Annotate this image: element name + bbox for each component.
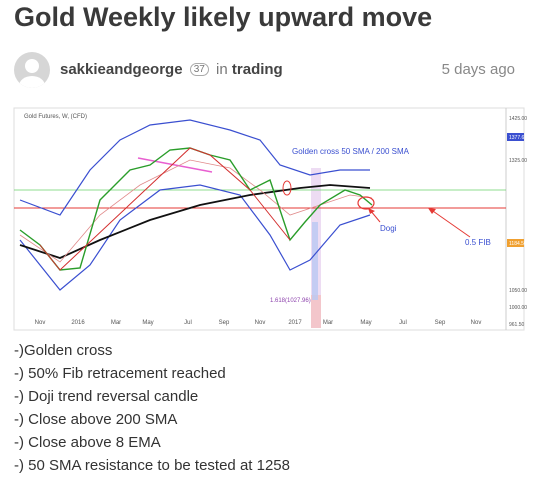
category[interactable]: trading [231,61,283,78]
x-axis-label: May [360,320,371,326]
reputation: 37 [189,63,209,76]
x-axis-label: May [142,320,153,326]
x-axis-label: 2017 [288,320,302,326]
fib-note: 0.5 FIB [465,238,491,247]
description: -)Golden cross -) 50% Fib retracement rea… [14,339,290,477]
description-line: -) Close above 8 EMA [14,434,161,451]
x-axis-label: Nov [471,320,482,326]
price-label: 1377.63 [509,135,527,141]
x-axis-label: Sep [219,320,230,326]
description-line: -) 50% Fib retracement reached [14,365,226,382]
x-axis-label: 2016 [71,320,85,326]
avatar[interactable] [14,52,50,88]
golden-cross-note: Golden cross 50 SMA / 200 SMA [292,147,410,156]
description-line: -) Close above 200 SMA [14,411,178,428]
x-axis-label: Mar [323,320,333,326]
price-label: 1050.00 [509,288,527,294]
price-tag [507,133,524,141]
description-line: -) 50 SMA resistance to be tested at 125… [14,457,290,474]
x-axis-label: Nov [35,320,46,326]
price-label: 1325.00 [509,158,527,164]
dogi-note: Dogi [380,224,397,233]
price-label: 1184.50 [509,241,527,247]
chart-image[interactable]: Gold Futures, W, (CFD) Golden cross 50 S… [0,0,551,340]
symbol-label: Gold Futures, W, (CFD) [24,114,87,120]
description-line: -)Golden cross [14,342,113,359]
price-label: 1425.00 [509,116,527,122]
price-label: 961.50 [509,322,525,328]
username[interactable]: sakkieandgeorge [60,61,183,78]
fib-ext-label: 1.618(1027.96) [270,298,311,304]
price-label: 1000.00 [509,305,527,311]
author-line: sakkieandgeorge 37 in trading [60,61,283,78]
in-label: in [216,61,228,78]
description-line: -) Doji trend reversal candle [14,388,199,405]
x-axis-label: Jul [399,320,407,326]
price-tag [507,239,524,247]
posted-time: 5 days ago [441,61,515,78]
idea-title: Gold Weekly likely upward move [14,2,433,32]
x-axis-label: Nov [255,320,266,326]
avatar-icon [19,59,45,88]
x-axis-label: Sep [435,320,446,326]
x-axis-label: Mar [111,320,121,326]
x-axis-label: Jul [184,320,192,326]
